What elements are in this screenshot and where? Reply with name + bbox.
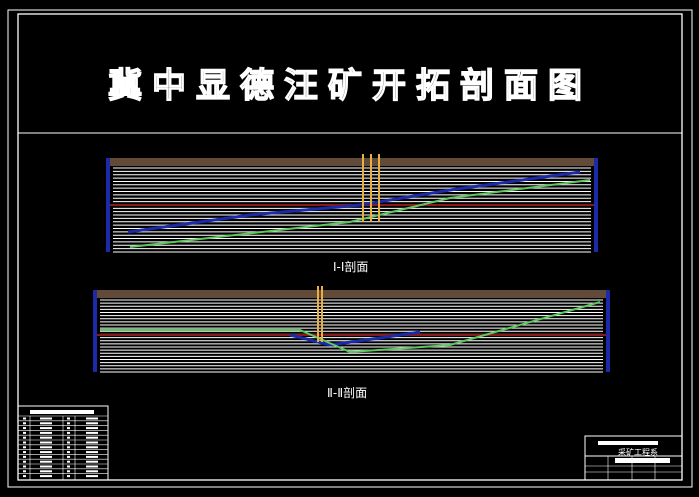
section-1-label: Ⅰ-Ⅰ剖面 bbox=[333, 260, 369, 274]
surface-layer bbox=[97, 290, 606, 298]
legend-cell bbox=[40, 465, 52, 468]
legend-cell bbox=[67, 431, 70, 434]
legend-cell bbox=[86, 431, 98, 434]
coal-seam-green bbox=[100, 301, 601, 354]
legend-cell bbox=[86, 417, 98, 420]
legend-cell bbox=[67, 451, 70, 454]
left-boundary bbox=[106, 158, 110, 252]
legend-cell bbox=[40, 431, 52, 434]
legend-cell bbox=[23, 460, 26, 463]
section-2-profile bbox=[93, 286, 610, 373]
surface-layer bbox=[110, 158, 594, 166]
legend-cell bbox=[23, 446, 26, 449]
legend-cell bbox=[40, 427, 52, 430]
legend-cell bbox=[67, 465, 70, 468]
legend-cell bbox=[67, 417, 70, 420]
legend-cell bbox=[40, 417, 52, 420]
legend-cell bbox=[23, 475, 26, 478]
legend-cell bbox=[40, 475, 52, 478]
legend-cell bbox=[86, 451, 98, 454]
title-block-name: 采矿工程系 bbox=[618, 448, 658, 457]
legend-cell bbox=[40, 436, 52, 439]
legend-cell bbox=[67, 422, 70, 425]
legend-cell bbox=[86, 470, 98, 473]
legend-cell bbox=[23, 431, 26, 434]
legend-cell bbox=[86, 441, 98, 444]
legend-cell bbox=[67, 460, 70, 463]
legend-cell bbox=[40, 446, 52, 449]
legend-cell bbox=[86, 465, 98, 468]
legend-cell bbox=[86, 446, 98, 449]
legend-cell bbox=[23, 455, 26, 458]
right-boundary bbox=[594, 158, 598, 252]
legend-cell bbox=[40, 451, 52, 454]
legend-cell bbox=[40, 470, 52, 473]
legend-cell bbox=[23, 441, 26, 444]
legend-cell bbox=[23, 422, 26, 425]
legend-cell bbox=[86, 475, 98, 478]
title-block-heading bbox=[598, 441, 658, 445]
coal-seam-blue bbox=[127, 170, 581, 234]
legend-table bbox=[17, 405, 109, 481]
inner-frame bbox=[17, 13, 683, 481]
legend-cell bbox=[67, 427, 70, 430]
legend-cell bbox=[86, 427, 98, 430]
legend-cell bbox=[40, 460, 52, 463]
outer-frame bbox=[7, 9, 693, 488]
legend-cell bbox=[23, 436, 26, 439]
drawing-title: 冀中显德汪矿开拓剖面图 bbox=[107, 65, 592, 106]
section-1-profile bbox=[106, 154, 598, 253]
legend-cell bbox=[67, 470, 70, 473]
legend-cell bbox=[23, 451, 26, 454]
left-boundary bbox=[93, 290, 97, 372]
legend-cell bbox=[67, 475, 70, 478]
title-block bbox=[584, 435, 683, 481]
legend-cell bbox=[23, 465, 26, 468]
legend-cell bbox=[23, 427, 26, 430]
legend-cell bbox=[23, 417, 26, 420]
legend-cell bbox=[40, 422, 52, 425]
legend-cell bbox=[86, 455, 98, 458]
legend-cell bbox=[23, 470, 26, 473]
legend-cell bbox=[67, 441, 70, 444]
legend-cell bbox=[67, 436, 70, 439]
coal-seam-blue bbox=[289, 330, 421, 347]
legend-cell bbox=[40, 441, 52, 444]
title-block-cell bbox=[615, 458, 670, 463]
legend-cell bbox=[86, 422, 98, 425]
legend-heading bbox=[30, 410, 94, 414]
legend-cell bbox=[67, 455, 70, 458]
legend-cell bbox=[40, 455, 52, 458]
legend-cell bbox=[67, 446, 70, 449]
right-boundary bbox=[606, 290, 610, 372]
legend-cell bbox=[86, 460, 98, 463]
title-block-border bbox=[584, 435, 683, 481]
section-2-label: Ⅱ-Ⅱ剖面 bbox=[327, 386, 368, 400]
coal-seam-green bbox=[129, 179, 591, 248]
legend-cell bbox=[86, 436, 98, 439]
